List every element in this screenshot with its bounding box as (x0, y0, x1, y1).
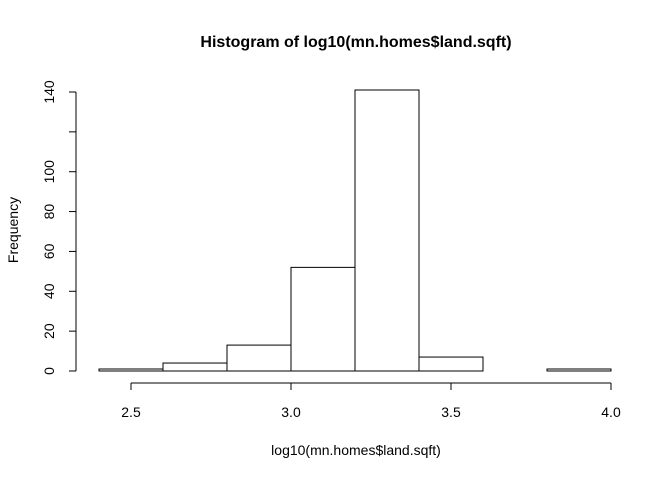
y-tick-label: 80 (41, 204, 57, 220)
histogram-bar (418, 356, 484, 372)
histogram-bar (162, 362, 228, 372)
y-tick-label: 0 (41, 367, 57, 375)
histogram-bar (546, 368, 612, 372)
y-tick-label: 140 (41, 80, 57, 104)
chart-title: Histogram of log10(mn.homes$land.sqft) (200, 34, 511, 51)
x-axis-label: log10(mn.homes$land.sqft) (271, 442, 441, 458)
bars-group (98, 89, 612, 372)
x-axis: 2.5 3.0 3.5 4.0 (121, 382, 621, 420)
y-axis-label: Frequency (5, 197, 21, 263)
histogram-bar (290, 266, 356, 372)
y-tick-label: 20 (41, 323, 57, 339)
x-tick-label: 4.0 (601, 404, 621, 420)
x-tick-label: 3.5 (441, 404, 461, 420)
histogram-bar (354, 89, 420, 372)
histogram-bar (226, 344, 292, 372)
y-tick-label: 60 (41, 243, 57, 259)
x-tick-label: 3.0 (281, 404, 301, 420)
histogram-bar (98, 368, 164, 372)
y-axis: 0 20 40 60 80 100 140 (41, 80, 77, 375)
x-tick-label: 2.5 (121, 404, 141, 420)
y-tick-label: 40 (41, 283, 57, 299)
y-tick-label: 100 (41, 160, 57, 184)
